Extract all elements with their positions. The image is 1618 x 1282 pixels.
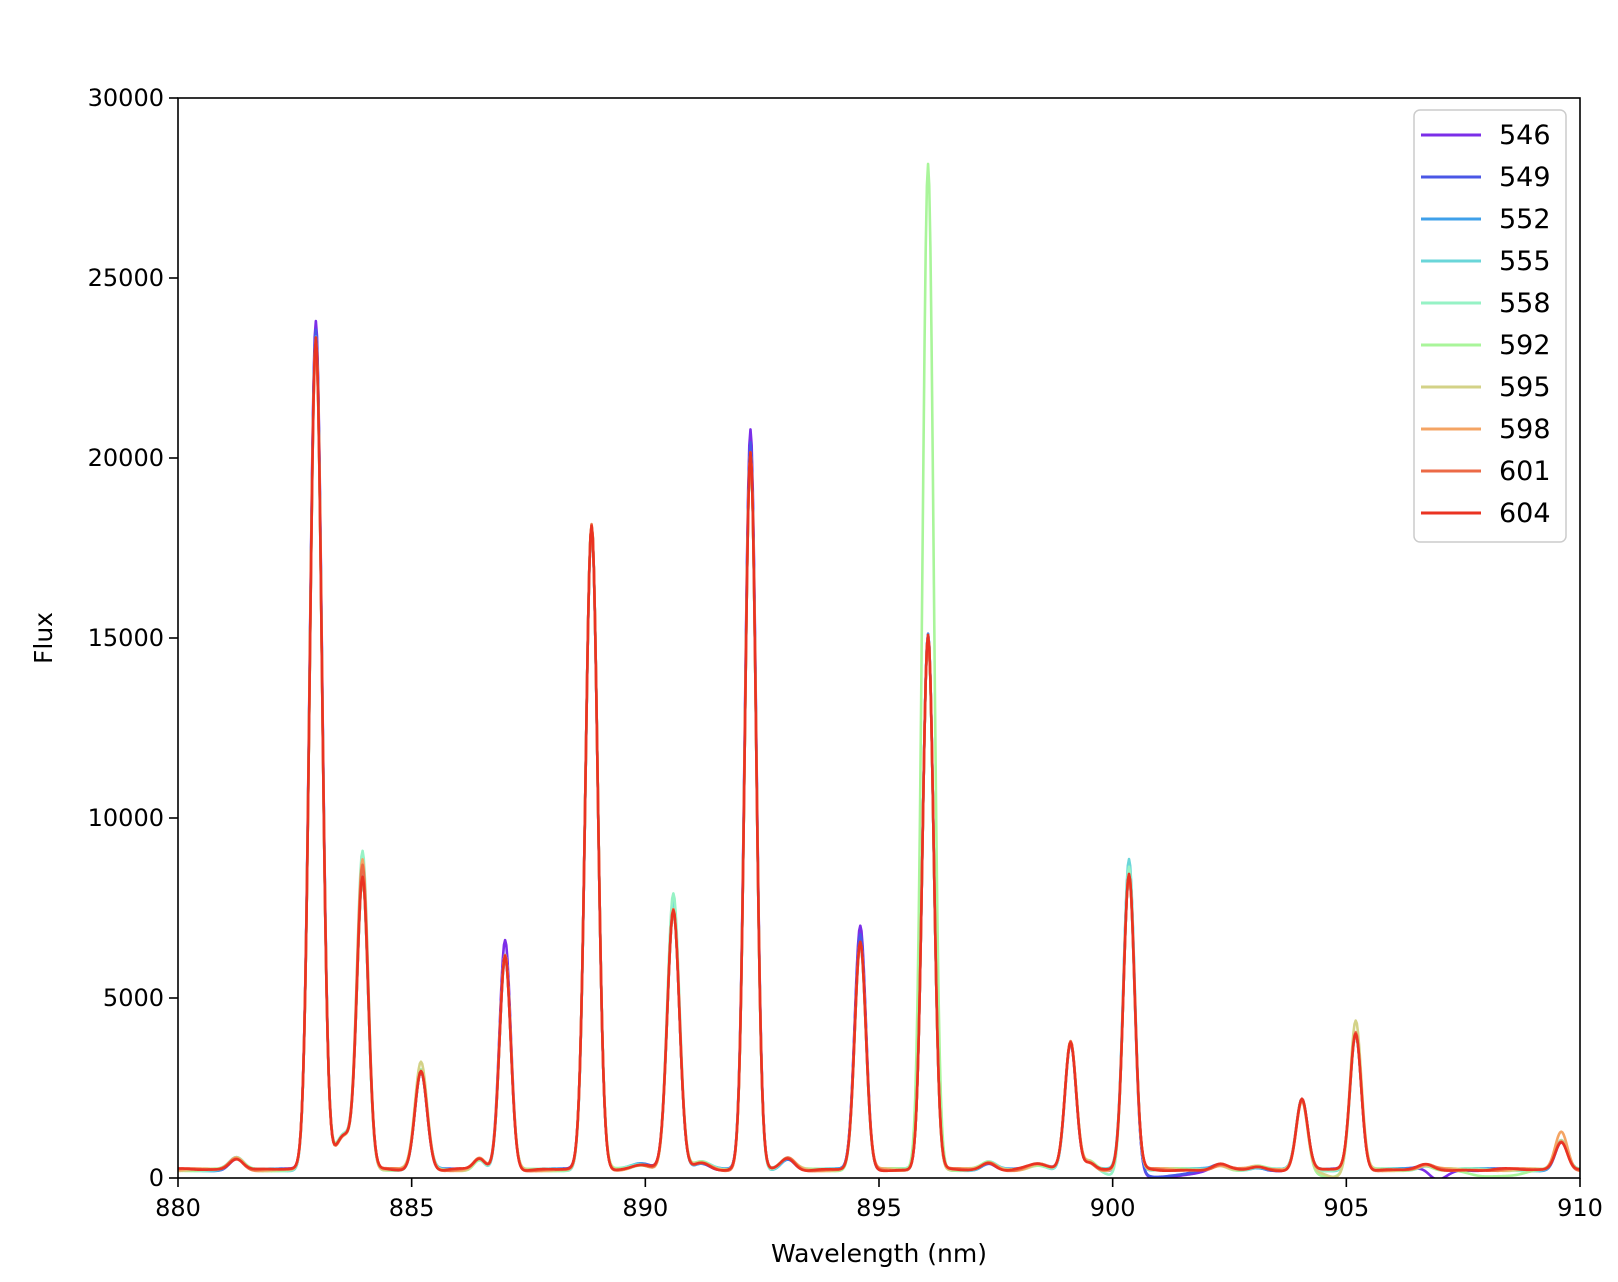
y-tick-label: 0 (149, 1164, 164, 1192)
series-line-601 (178, 342, 1580, 1173)
series-line-604 (178, 336, 1580, 1173)
legend-label-549: 549 (1499, 162, 1551, 193)
series-line-592 (178, 162, 1580, 1178)
legend-label-555: 555 (1499, 246, 1551, 277)
x-tick-label: 900 (1090, 1194, 1136, 1222)
y-tick-label: 25000 (88, 264, 164, 292)
legend-label-592: 592 (1499, 330, 1551, 361)
x-tick-label: 885 (389, 1194, 435, 1222)
series-line-558 (178, 342, 1580, 1176)
y-tick-label: 5000 (103, 984, 164, 1012)
y-tick-label: 10000 (88, 804, 164, 832)
x-tick-label: 895 (856, 1194, 902, 1222)
x-tick-label: 890 (622, 1194, 668, 1222)
x-tick-label: 880 (155, 1194, 201, 1222)
series-line-598 (178, 341, 1580, 1173)
legend-label-601: 601 (1499, 456, 1551, 487)
series-lines (178, 162, 1580, 1178)
legend-label-546: 546 (1499, 120, 1551, 151)
series-line-555 (178, 336, 1580, 1173)
y-tick-label: 20000 (88, 444, 164, 472)
legend-label-595: 595 (1499, 372, 1551, 403)
series-line-595 (178, 340, 1580, 1178)
legend: 546 549 552 555 558 592 595 598 601 604 (1413, 109, 1567, 543)
legend-label-558: 558 (1499, 288, 1551, 319)
x-tick-label: 905 (1323, 1194, 1369, 1222)
y-axis-label: Flux (29, 612, 58, 664)
y-tick-label: 30000 (88, 84, 164, 112)
y-axis-ticks: 0 5000 10000 15000 20000 25000 30000 (88, 84, 178, 1192)
plot-frame (177, 97, 1581, 1179)
legend-label-598: 598 (1499, 414, 1551, 445)
x-tick-label: 910 (1557, 1194, 1603, 1222)
series-line-552 (178, 335, 1580, 1173)
series-line-546 (178, 319, 1580, 1178)
series-line-549 (178, 328, 1580, 1178)
legend-label-604: 604 (1499, 498, 1551, 529)
y-tick-label: 15000 (88, 624, 164, 652)
x-axis-ticks: 880 885 890 895 900 905 910 (155, 1178, 1603, 1222)
x-axis-label: Wavelength (nm) (771, 1239, 987, 1268)
legend-label-552: 552 (1499, 204, 1551, 235)
